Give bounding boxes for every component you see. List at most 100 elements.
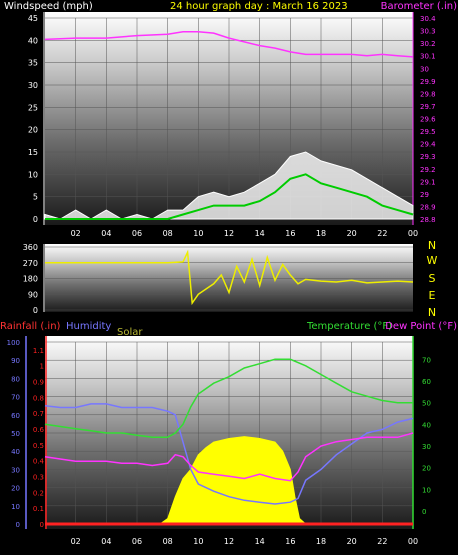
wind-average-series	[45, 173, 414, 220]
solar-series	[45, 436, 413, 525]
wind-x-tick-label: 00	[408, 229, 418, 238]
temperature-tick-label: 70	[422, 356, 431, 364]
compass-s: S	[429, 272, 436, 285]
temp-x-tick-label: 02	[71, 537, 81, 546]
temp-x-tick-label: 04	[101, 537, 111, 546]
barometer-tick-label: 29.1	[420, 178, 436, 186]
humidity-tick-label: 20	[11, 485, 20, 493]
wind-x-tick-label: 08	[163, 229, 173, 238]
barometer-tick-label: 30.2	[420, 40, 436, 48]
wind-x-tick-label: 22	[377, 229, 387, 238]
barometer-tick-label: 29.4	[420, 141, 436, 149]
temp-x-tick-label: 06	[132, 537, 142, 546]
humidity-tick-label: 100	[7, 339, 20, 347]
barometer-tick-label: 29.8	[420, 90, 436, 98]
wind-tick-label: 15	[28, 148, 38, 157]
compass-e: E	[429, 289, 436, 302]
barometer-tick-label: 29.3	[420, 153, 436, 161]
rain-tick-label: 0.4	[33, 458, 45, 466]
rain-tick-label: 1.1	[33, 347, 44, 355]
wind-tick-label: 20	[28, 126, 38, 135]
temperature-tick-label: 60	[422, 378, 431, 386]
temp-x-tick-label: 16	[285, 537, 295, 546]
rain-tick-label: 0.6	[33, 426, 45, 434]
wind-x-tick-label: 16	[285, 229, 295, 238]
rain-tick-label: 0	[40, 521, 44, 529]
temp-x-tick-label: 22	[377, 537, 387, 546]
rain-tick-label: 0.8	[33, 394, 44, 402]
humidity-tick-label: 60	[11, 412, 20, 420]
wind-x-tick-label: 14	[255, 229, 265, 238]
wind-tick-label: 10	[28, 170, 38, 179]
compass-w: W	[427, 254, 438, 267]
wind-x-tick-label: 10	[193, 229, 203, 238]
barometer-tick-label: 29.9	[420, 78, 436, 86]
temperature-tick-label: 10	[422, 486, 431, 494]
temp-x-tick-label: 20	[347, 537, 357, 546]
wind-tick-label: 30	[28, 81, 38, 90]
direction-panel-bg	[45, 244, 413, 312]
rain-tick-label: 0.9	[33, 379, 44, 387]
barometer-series	[44, 31, 414, 58]
barometer-tick-label: 30	[420, 65, 429, 73]
temperature-series	[44, 358, 413, 439]
wind-tick-label: 0	[33, 215, 38, 224]
dewpoint-label: Dew Point (°F)	[385, 321, 457, 332]
wind-gust-series	[44, 151, 414, 220]
temperature-tick-label: 50	[422, 400, 431, 408]
barometer-tick-label: 30.4	[420, 15, 436, 23]
windspeed-label: Windspeed (mph)	[4, 1, 93, 12]
wind-tick-label: 45	[28, 14, 38, 23]
direction-tick-label: 270	[23, 259, 38, 268]
barometer-tick-label: 28.8	[420, 216, 436, 224]
wind-x-tick-label: 20	[347, 229, 357, 238]
solar-label: Solar	[117, 327, 143, 338]
rain-tick-label: 0.1	[33, 505, 44, 513]
wind-tick-label: 40	[28, 36, 38, 45]
temp-x-tick-label: 14	[255, 537, 265, 546]
temp-x-tick-label: 12	[224, 537, 234, 546]
rain-tick-label: 0.5	[33, 442, 44, 450]
wind-tick-label: 25	[28, 103, 38, 112]
humidity-tick-label: 80	[11, 375, 20, 383]
wind-tick-label: 35	[28, 59, 38, 68]
wind-tick-label: 5	[33, 193, 38, 202]
temp-x-tick-label: 08	[163, 537, 173, 546]
humidity-series	[44, 403, 414, 505]
wind-direction-series	[45, 249, 414, 306]
compass-n-bottom: N	[428, 306, 436, 319]
temp-x-tick-label: 00	[408, 537, 418, 546]
barometer-tick-label: 28.9	[420, 203, 436, 211]
temperature-tick-label: 40	[422, 421, 431, 429]
wind-x-tick-label: 18	[316, 229, 326, 238]
temperature-tick-label: 30	[422, 443, 431, 451]
humidity-tick-label: 90	[11, 357, 20, 365]
direction-tick-label: 0	[33, 306, 38, 315]
chart-marks: 05101520253035404528.828.92929.129.229.3…	[7, 12, 436, 546]
barometer-tick-label: 29.5	[420, 128, 436, 136]
humidity-tick-label: 0	[16, 521, 20, 529]
rain-tick-label: 0.7	[33, 410, 44, 418]
wind-x-tick-label: 12	[224, 229, 234, 238]
wind-x-tick-label: 04	[101, 229, 111, 238]
temp-x-tick-label: 10	[193, 537, 203, 546]
compass-n-top: N	[428, 239, 436, 252]
humidity-tick-label: 40	[11, 448, 20, 456]
direction-tick-label: 360	[23, 243, 38, 252]
humidity-label: Humidity	[66, 321, 111, 332]
humidity-tick-label: 50	[11, 430, 20, 438]
rainfall-label: Rainfall (.in)	[0, 321, 61, 332]
barometer-tick-label: 29	[420, 191, 429, 199]
humidity-tick-label: 10	[11, 503, 20, 511]
dewpoint-series	[44, 432, 414, 482]
direction-tick-label: 180	[23, 275, 38, 284]
barometer-label: Barometer (.in)	[381, 1, 457, 12]
rain-tick-label: 0.2	[33, 489, 44, 497]
barometer-tick-label: 29.6	[420, 116, 436, 124]
barometer-tick-label: 30.1	[420, 53, 436, 61]
humidity-tick-label: 70	[11, 394, 20, 402]
temp-x-tick-label: 18	[316, 537, 326, 546]
direction-tick-label: 90	[28, 290, 38, 299]
